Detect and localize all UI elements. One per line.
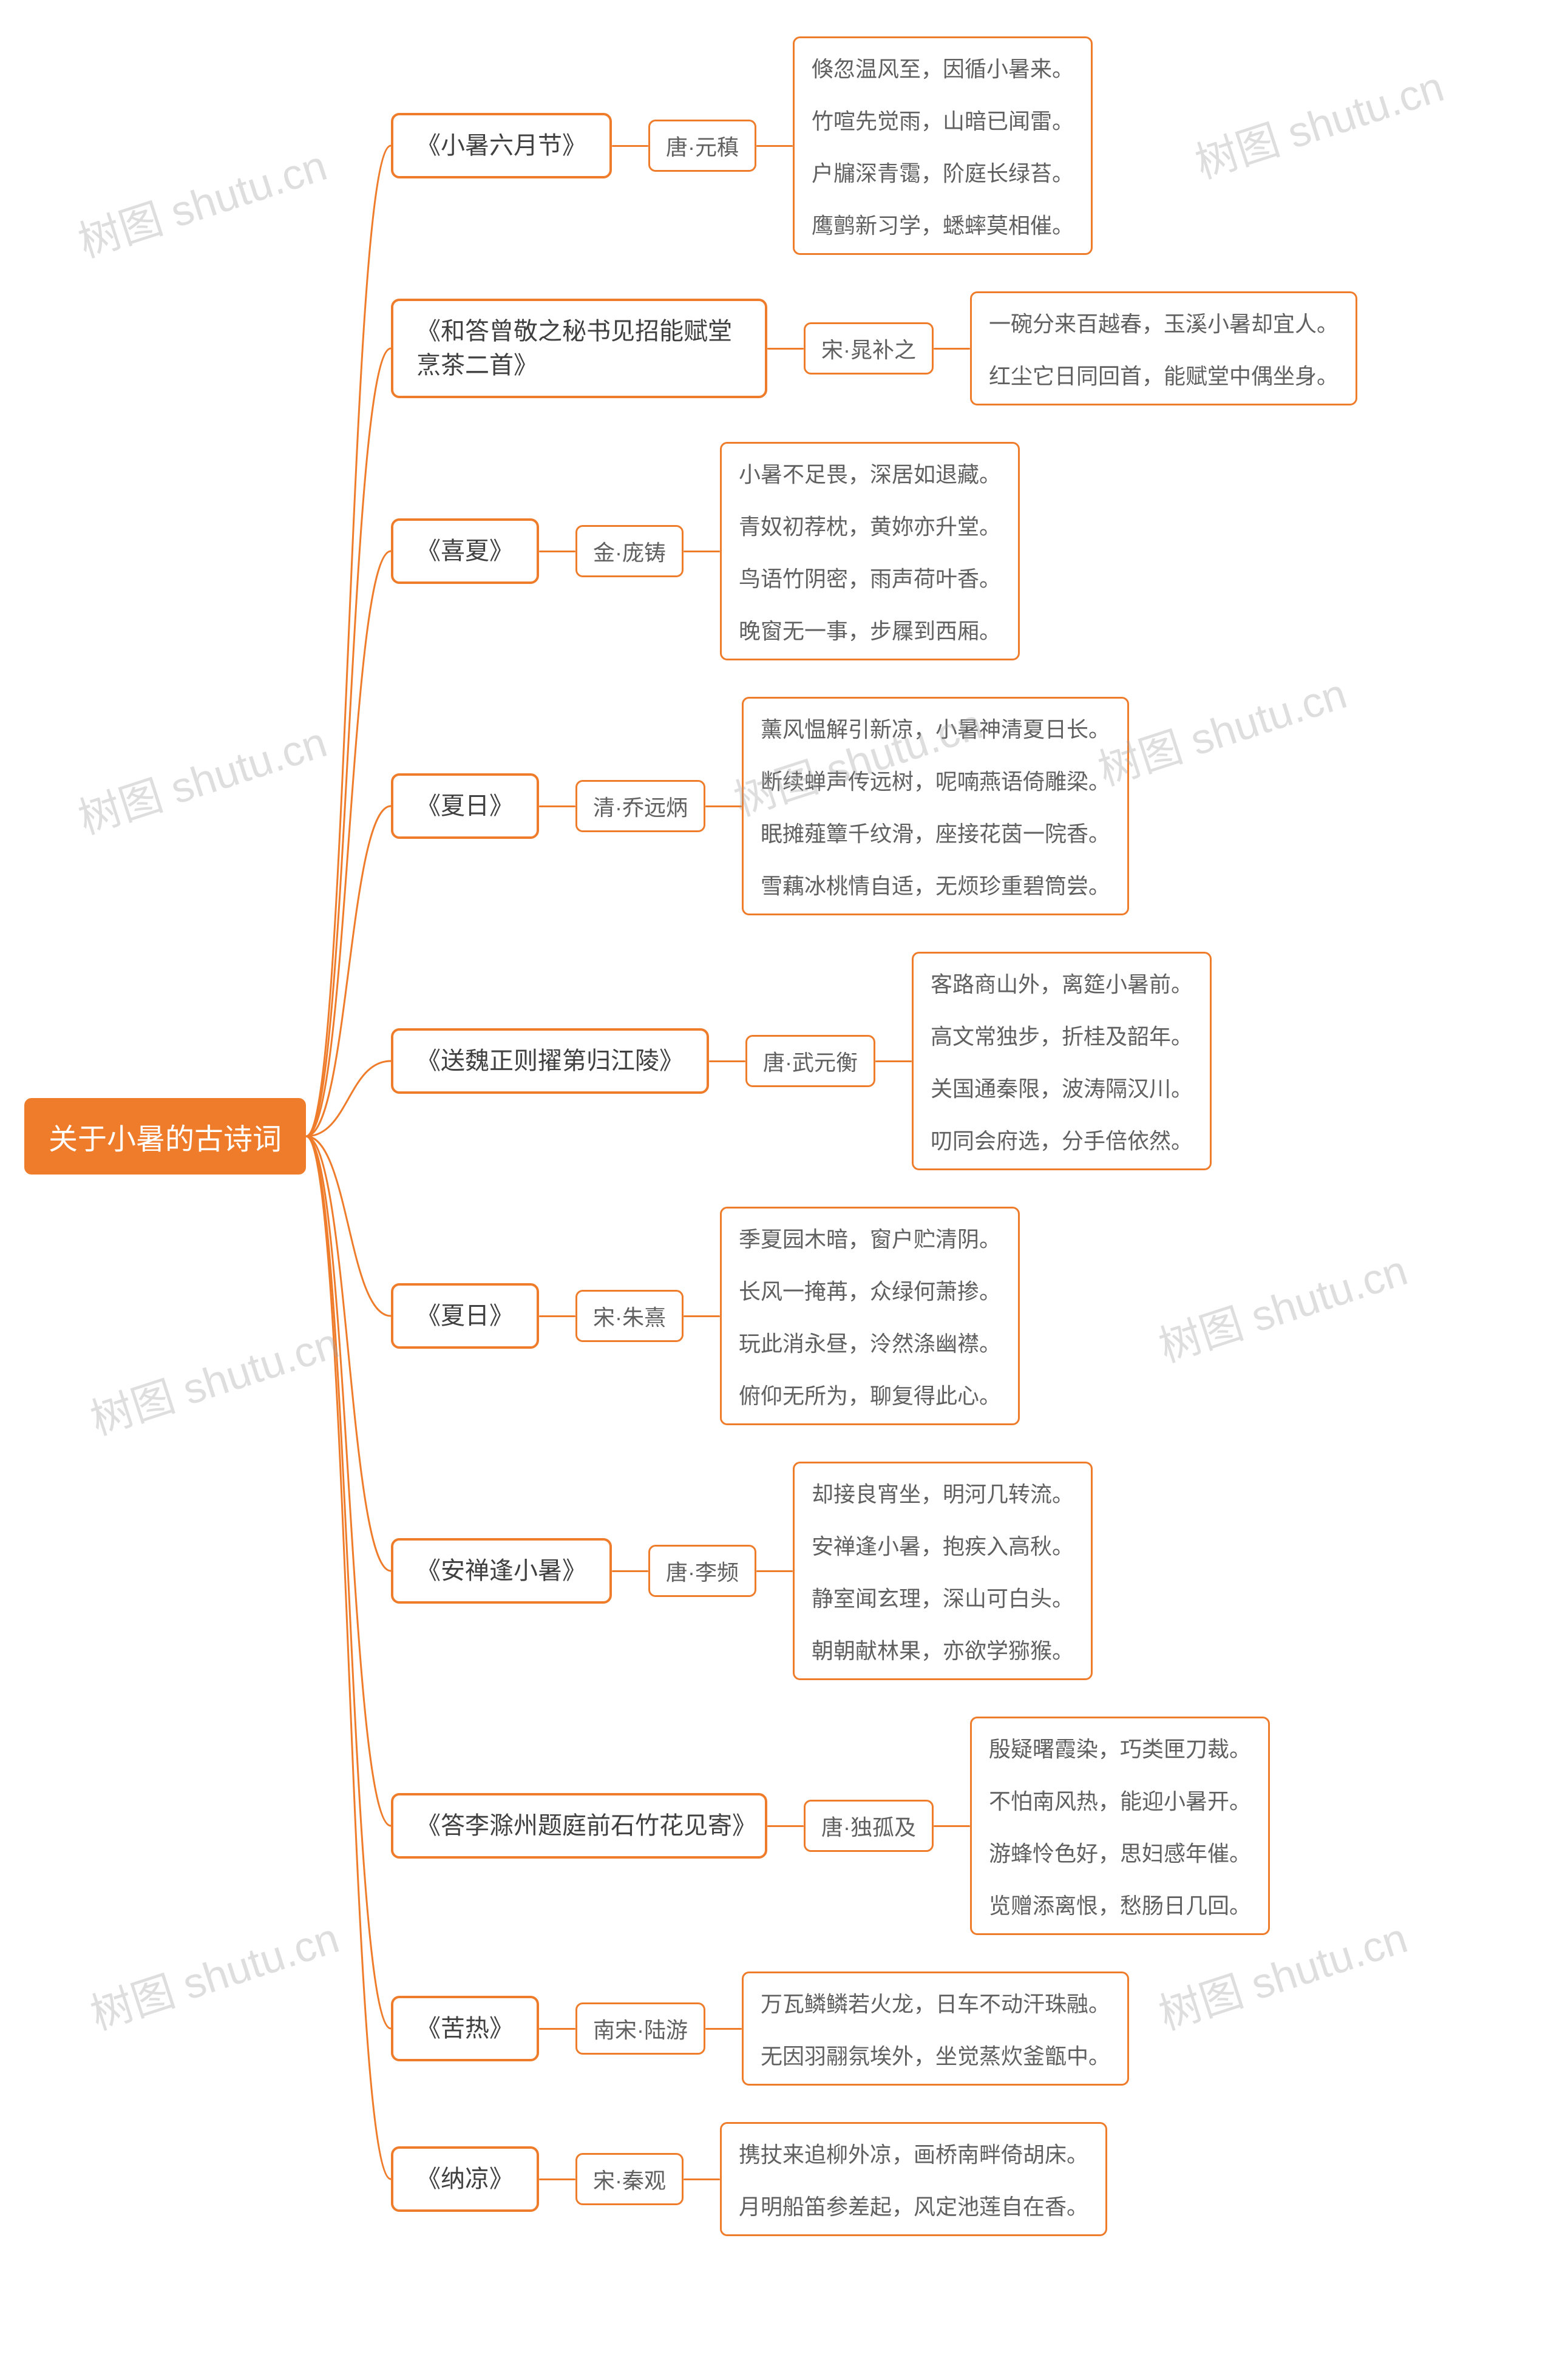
poem-line: 倏忽温风至，因循小暑来。 [812, 52, 1074, 83]
poem-line: 雪藕冰桃情自适，无烦珍重碧筒尝。 [761, 869, 1110, 900]
connector [684, 1315, 720, 1317]
poem-line: 鸟语竹阴密，雨声荷叶香。 [739, 561, 1001, 593]
connector [705, 2028, 742, 2030]
connector [767, 348, 804, 350]
poem-line: 长风一掩苒，众绿何萧掺。 [739, 1274, 1001, 1306]
poem-line: 客路商山外，离筵小暑前。 [931, 967, 1193, 998]
branch: 《安禅逢小暑》唐·李频却接良宵坐，明河几转流。安禅逢小暑，抱疾入高秋。静室闻玄理… [391, 1462, 1357, 1680]
connector [705, 805, 742, 807]
branches-container: 《小暑六月节》唐·元稹倏忽温风至，因循小暑来。竹喧先觉雨，山暗已闻雷。户牖深青霭… [391, 36, 1357, 2236]
branch: 《夏日》清·乔远炳薰风愠解引新凉，小暑神清夏日长。断续蝉声传远树，呢喃燕语倚雕梁… [391, 697, 1357, 915]
connector [539, 2178, 575, 2180]
branch: 《纳凉》宋·秦观携扙来追柳外凉，画桥南畔倚胡床。月明船笛参差起，风定池莲自在香。 [391, 2122, 1357, 2236]
poem-lines-box: 季夏园木暗，窗户贮清阴。长风一掩苒，众绿何萧掺。玩此消永昼，泠然涤幽襟。俯仰无所… [720, 1207, 1020, 1425]
poem-title-node[interactable]: 《答李滁州题庭前石竹花见寄》 [391, 1793, 767, 1859]
poem-title-node[interactable]: 《夏日》 [391, 773, 539, 839]
poem-line: 晚窗无一事，步屧到西厢。 [739, 614, 1001, 645]
poem-line: 静室闻玄理，深山可白头。 [812, 1581, 1074, 1613]
branch: 《小暑六月节》唐·元稹倏忽温风至，因循小暑来。竹喧先觉雨，山暗已闻雷。户牖深青霭… [391, 36, 1357, 255]
connector [934, 348, 970, 350]
poem-line: 携扙来追柳外凉，画桥南畔倚胡床。 [739, 2137, 1088, 2169]
mindmap: 关于小暑的古诗词 《小暑六月节》唐·元稹倏忽温风至，因循小暑来。竹喧先觉雨，山暗… [24, 36, 1530, 2236]
poem-line: 断续蝉声传远树，呢喃燕语倚雕梁。 [761, 764, 1110, 796]
poem-title-node[interactable]: 《苦热》 [391, 1996, 539, 2061]
connector [612, 1570, 648, 1572]
poem-line: 小暑不足畏，深居如退藏。 [739, 457, 1001, 489]
poem-line: 玩此消永昼，泠然涤幽襟。 [739, 1326, 1001, 1358]
poem-line: 俯仰无所为，聊复得此心。 [739, 1378, 1001, 1410]
poem-lines-box: 一碗分来百越春，玉溪小暑却宜人。红尘它日同回首，能赋堂中偶坐身。 [970, 291, 1357, 405]
poem-line: 红尘它日同回首，能赋堂中偶坐身。 [989, 359, 1339, 390]
poem-line: 览赠添离恨，愁肠日几回。 [989, 1888, 1251, 1920]
poem-title-node[interactable]: 《夏日》 [391, 1283, 539, 1349]
connector [539, 551, 575, 552]
connector [875, 1060, 912, 1062]
poem-lines-box: 却接良宵坐，明河几转流。安禅逢小暑，抱疾入高秋。静室闻玄理，深山可白头。朝朝献林… [793, 1462, 1093, 1680]
poem-title-node[interactable]: 《纳凉》 [391, 2146, 539, 2212]
root-wrap: 关于小暑的古诗词 [24, 1098, 306, 1175]
poem-lines-box: 薰风愠解引新凉，小暑神清夏日长。断续蝉声传远树，呢喃燕语倚雕梁。眠摊薤簟千纹滑，… [742, 697, 1129, 915]
poem-author-node[interactable]: 宋·朱熹 [575, 1290, 684, 1342]
poem-author-node[interactable]: 南宋·陆游 [575, 2002, 705, 2055]
poem-line: 月明船笛参差起，风定池莲自在香。 [739, 2189, 1088, 2221]
poem-line: 眠摊薤簟千纹滑，座接花茵一院香。 [761, 816, 1110, 848]
poem-line: 无因羽翮氛埃外，坐觉蒸炊釜甑中。 [761, 2039, 1110, 2070]
poem-lines-box: 小暑不足畏，深居如退藏。青奴初荐枕，黄妳亦升堂。鸟语竹阴密，雨声荷叶香。晚窗无一… [720, 442, 1020, 660]
poem-lines-box: 倏忽温风至，因循小暑来。竹喧先觉雨，山暗已闻雷。户牖深青霭，阶庭长绿苔。鹰鹯新习… [793, 36, 1093, 255]
poem-line: 朝朝献林果，亦欲学猕猴。 [812, 1633, 1074, 1665]
poem-line: 青奴初荐枕，黄妳亦升堂。 [739, 509, 1001, 541]
poem-lines-box: 殷疑曙霞染，巧类匣刀裁。不怕南风热，能迎小暑开。游蜂怜色好，思妇感年催。览赠添离… [970, 1717, 1270, 1935]
poem-author-node[interactable]: 唐·独孤及 [804, 1800, 934, 1852]
poem-title-node[interactable]: 《和答曾敬之秘书见招能赋堂烹茶二首》 [391, 299, 767, 398]
poem-line: 殷疑曙霞染，巧类匣刀裁。 [989, 1732, 1251, 1763]
poem-author-node[interactable]: 唐·李频 [648, 1545, 756, 1597]
connector [684, 551, 720, 552]
connector [539, 2028, 575, 2030]
poem-line: 一碗分来百越春，玉溪小暑却宜人。 [989, 307, 1339, 338]
poem-author-node[interactable]: 金·庞铸 [575, 525, 684, 577]
branch: 《送魏正则擢第归江陵》唐·武元衡客路商山外，离筵小暑前。高文常独步，折桂及韶年。… [391, 952, 1357, 1170]
connector [709, 1060, 745, 1062]
poem-title-node[interactable]: 《小暑六月节》 [391, 113, 612, 178]
connector [756, 1570, 793, 1572]
poem-author-node[interactable]: 唐·武元衡 [745, 1035, 875, 1087]
poem-line: 高文常独步，折桂及韶年。 [931, 1019, 1193, 1051]
branch: 《答李滁州题庭前石竹花见寄》唐·独孤及殷疑曙霞染，巧类匣刀裁。不怕南风热，能迎小… [391, 1717, 1357, 1935]
poem-line: 竹喧先觉雨，山暗已闻雷。 [812, 104, 1074, 135]
poem-title-node[interactable]: 《送魏正则擢第归江陵》 [391, 1028, 709, 1094]
poem-author-node[interactable]: 唐·元稹 [648, 120, 756, 172]
poem-line: 薰风愠解引新凉，小暑神清夏日长。 [761, 712, 1110, 744]
poem-lines-box: 万瓦鳞鳞若火龙，日车不动汗珠融。无因羽翮氛埃外，坐觉蒸炊釜甑中。 [742, 1971, 1129, 2086]
poem-title-node[interactable]: 《安禅逢小暑》 [391, 1538, 612, 1604]
connector [539, 1315, 575, 1317]
poem-line: 关国通秦限，波涛隔汉川。 [931, 1071, 1193, 1103]
branch: 《夏日》宋·朱熹季夏园木暗，窗户贮清阴。长风一掩苒，众绿何萧掺。玩此消永昼，泠然… [391, 1207, 1357, 1425]
branch: 《和答曾敬之秘书见招能赋堂烹茶二首》宋·晁补之一碗分来百越春，玉溪小暑却宜人。红… [391, 291, 1357, 405]
poem-line: 叨同会府选，分手倍依然。 [931, 1124, 1193, 1155]
poem-line: 户牖深青霭，阶庭长绿苔。 [812, 156, 1074, 188]
branch: 《苦热》南宋·陆游万瓦鳞鳞若火龙，日车不动汗珠融。无因羽翮氛埃外，坐觉蒸炊釜甑中… [391, 1971, 1357, 2086]
poem-line: 游蜂怜色好，思妇感年催。 [989, 1836, 1251, 1868]
poem-title-node[interactable]: 《喜夏》 [391, 518, 539, 584]
root-connector [306, 36, 391, 2236]
connector [612, 145, 648, 147]
poem-author-node[interactable]: 宋·秦观 [575, 2153, 684, 2205]
poem-line: 安禅逢小暑，抱疾入高秋。 [812, 1529, 1074, 1561]
connector [767, 1825, 804, 1827]
root-node[interactable]: 关于小暑的古诗词 [24, 1098, 306, 1175]
connector [934, 1825, 970, 1827]
connector [756, 145, 793, 147]
poem-lines-box: 携扙来追柳外凉，画桥南畔倚胡床。月明船笛参差起，风定池莲自在香。 [720, 2122, 1107, 2236]
poem-lines-box: 客路商山外，离筵小暑前。高文常独步，折桂及韶年。关国通秦限，波涛隔汉川。叨同会府… [912, 952, 1212, 1170]
poem-author-node[interactable]: 清·乔远炳 [575, 780, 705, 832]
branch: 《喜夏》金·庞铸小暑不足畏，深居如退藏。青奴初荐枕，黄妳亦升堂。鸟语竹阴密，雨声… [391, 442, 1357, 660]
poem-author-node[interactable]: 宋·晁补之 [804, 322, 934, 375]
poem-line: 不怕南风热，能迎小暑开。 [989, 1784, 1251, 1816]
connector [539, 805, 575, 807]
poem-line: 季夏园木暗，窗户贮清阴。 [739, 1222, 1001, 1253]
poem-line: 鹰鹯新习学，蟋蟀莫相催。 [812, 208, 1074, 240]
poem-line: 却接良宵坐，明河几转流。 [812, 1477, 1074, 1508]
connector [684, 2178, 720, 2180]
poem-line: 万瓦鳞鳞若火龙，日车不动汗珠融。 [761, 1987, 1110, 2018]
